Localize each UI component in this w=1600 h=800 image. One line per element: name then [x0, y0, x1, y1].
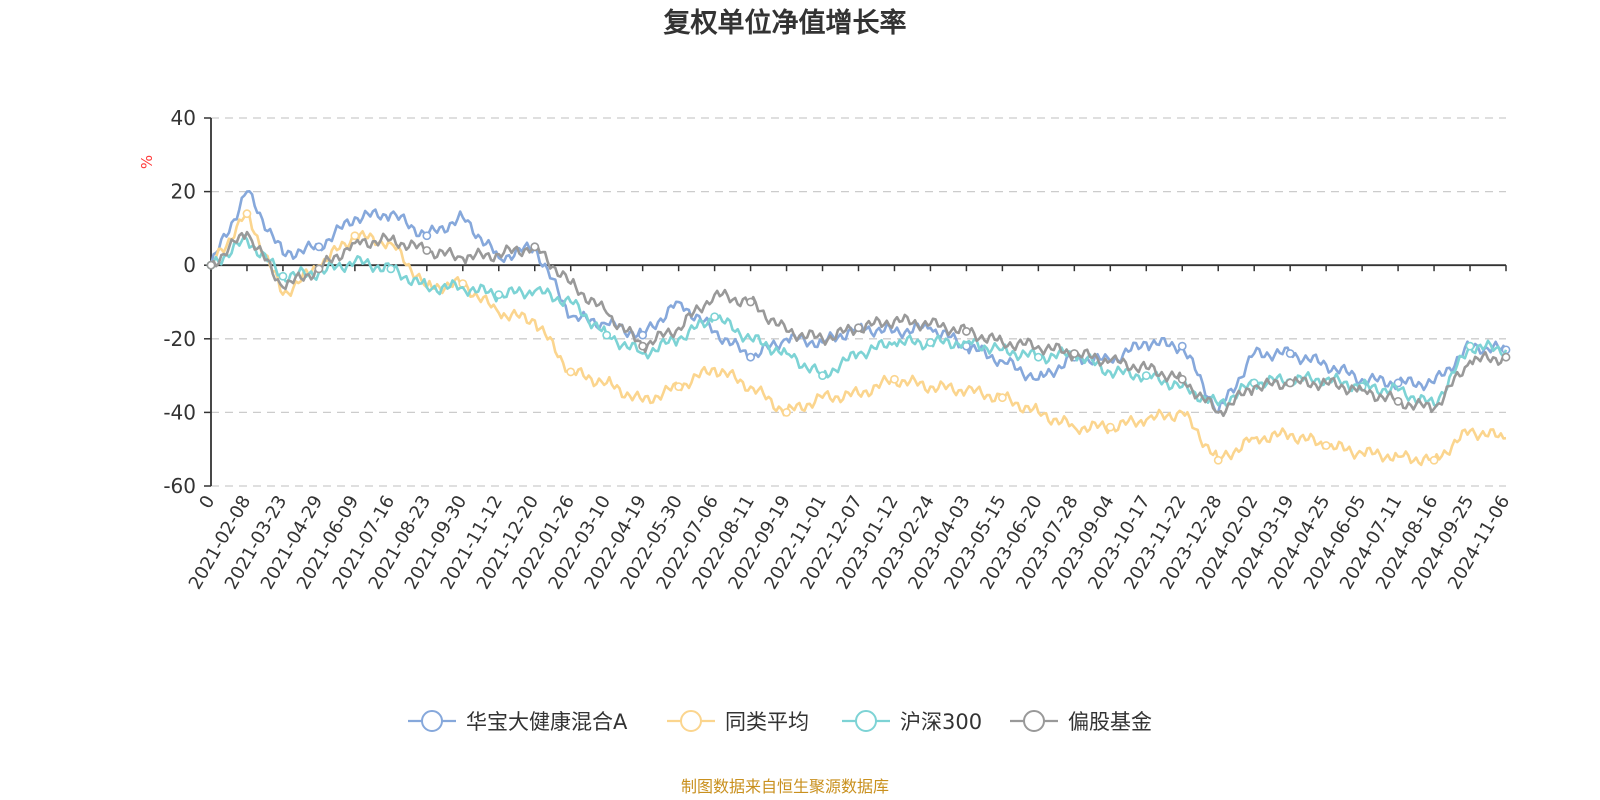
y-tick-label: 0 — [183, 253, 196, 277]
data-point — [746, 352, 755, 362]
data-point — [890, 374, 899, 384]
legend-marker — [680, 710, 702, 732]
data-point — [422, 231, 432, 241]
legend-item[interactable]: 偏股基金 — [1010, 710, 1152, 734]
gridlines — [211, 117, 1506, 487]
data-point — [638, 341, 648, 351]
data-point — [1105, 422, 1115, 432]
data-point — [1429, 455, 1439, 465]
data-point — [314, 264, 324, 274]
legend-marker — [1023, 710, 1045, 732]
data-point — [530, 242, 540, 252]
chart-title: 复权单位净值增长率 — [664, 7, 907, 39]
data-point — [1285, 349, 1295, 358]
data-point — [206, 260, 216, 270]
data-point — [638, 330, 648, 340]
legend[interactable]: 华宝大健康混合A 同类平均 沪深300 偏股基金 — [408, 710, 1152, 734]
data-point — [1033, 352, 1043, 362]
data-point — [1213, 455, 1223, 465]
data-point — [1393, 378, 1403, 388]
legend-item[interactable]: 沪深300 — [842, 710, 982, 734]
legend-marker — [855, 710, 877, 732]
data-point — [782, 407, 791, 417]
data-point — [1465, 341, 1475, 351]
y-axis-ticks: 40 20 0 -20 -40 -60 — [163, 106, 211, 498]
data-point — [710, 312, 720, 322]
data-point — [314, 242, 324, 252]
data-point — [674, 382, 684, 392]
data-point — [854, 323, 863, 333]
data-point — [1069, 349, 1079, 358]
data-point — [494, 290, 504, 300]
series-lines — [206, 190, 1511, 467]
legend-item[interactable]: 华宝大健康混合A — [408, 710, 628, 734]
data-point — [1393, 396, 1403, 406]
data-point — [997, 393, 1007, 403]
data-point — [746, 297, 755, 307]
legend-label: 同类平均 — [725, 710, 809, 734]
data-point — [1285, 378, 1295, 388]
data-point — [1141, 371, 1151, 380]
series-line — [209, 234, 1508, 408]
y-tick-label: 20 — [171, 180, 196, 204]
legend-marker — [421, 710, 443, 732]
legend-label: 华宝大健康混合A — [466, 710, 628, 734]
y-tick-label: -20 — [163, 327, 196, 351]
axes — [210, 118, 1506, 486]
x-tick-label: 0 — [195, 492, 219, 512]
data-point — [962, 327, 971, 336]
data-point — [1177, 374, 1187, 384]
legend-item[interactable]: 同类平均 — [667, 710, 809, 734]
data-point — [278, 271, 288, 281]
y-tick-label: -60 — [163, 474, 196, 498]
data-point — [1177, 341, 1187, 351]
y-axis-unit: % — [138, 155, 156, 169]
legend-label: 偏股基金 — [1068, 710, 1152, 734]
y-tick-label: 40 — [171, 106, 196, 130]
x-axis-ticks: 02021-02-082021-03-232021-04-292021-06-0… — [185, 265, 1514, 593]
data-point — [566, 367, 576, 377]
data-point — [386, 264, 396, 274]
data-point — [242, 209, 252, 219]
data-point — [818, 371, 827, 380]
data-point — [1501, 352, 1511, 362]
data-point — [350, 231, 360, 241]
data-point — [422, 246, 432, 255]
data-point — [1321, 441, 1331, 450]
legend-label: 沪深300 — [900, 710, 982, 734]
data-point — [602, 330, 612, 340]
source-note: 制图数据来自恒生聚源数据库 — [681, 777, 889, 796]
y-tick-label: -40 — [163, 400, 196, 424]
data-point — [926, 338, 935, 347]
